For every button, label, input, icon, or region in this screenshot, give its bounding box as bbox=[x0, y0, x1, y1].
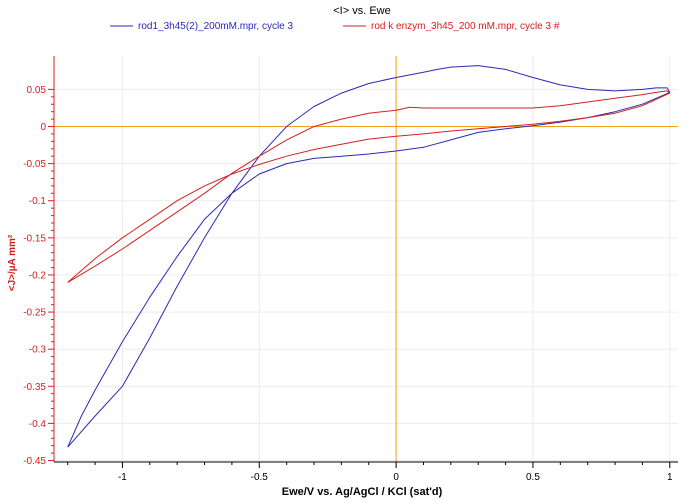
y-tick-label: -0.25 bbox=[23, 308, 46, 319]
axes bbox=[48, 56, 678, 468]
reference-lines bbox=[54, 56, 678, 462]
x-tick-label: -0.5 bbox=[251, 472, 269, 483]
y-tick-label: -0.45 bbox=[23, 456, 46, 467]
y-tick-label: 0.05 bbox=[27, 85, 47, 96]
y-tick-label: -0.15 bbox=[23, 233, 46, 244]
x-tick-label: 0.5 bbox=[526, 472, 540, 483]
y-tick-label: -0.35 bbox=[23, 382, 46, 393]
x-tick-label: -1 bbox=[118, 472, 127, 483]
y-axis-label: <J>/µA mm² bbox=[7, 234, 18, 291]
legend-label-series-1: rod1_3h45(2)_200mM.mpr, cycle 3 bbox=[138, 21, 294, 32]
x-axis-label: Ewe/V vs. Ag/AgCl / KCl (sat'd) bbox=[282, 486, 443, 498]
legend: rod1_3h45(2)_200mM.mpr, cycle 3 rod k en… bbox=[110, 21, 560, 32]
x-tick-label: 0 bbox=[393, 472, 399, 483]
chart-title: <I> vs. Ewe bbox=[333, 5, 390, 17]
series-line-2 bbox=[67, 90, 671, 283]
series-layer bbox=[67, 65, 671, 448]
legend-label-series-2: rod k enzym_3h45_200 mM.mpr, cycle 3 # bbox=[371, 21, 560, 32]
y-tick-label: 0 bbox=[40, 122, 46, 133]
y-tick-label: -0.4 bbox=[29, 419, 47, 430]
tick-labels: 0.05 0 -0.05 -0.1 -0.15 -0.2 -0.25 -0.3 -0.35 -0.… bbox=[23, 85, 673, 483]
y-tick-label: -0.1 bbox=[29, 196, 47, 207]
y-tick-label: -0.2 bbox=[29, 270, 47, 281]
x-tick-label: 1 bbox=[667, 472, 673, 483]
y-tick-label: -0.3 bbox=[29, 345, 47, 356]
series-line-1 bbox=[67, 65, 671, 448]
y-tick-label: -0.05 bbox=[23, 159, 46, 170]
